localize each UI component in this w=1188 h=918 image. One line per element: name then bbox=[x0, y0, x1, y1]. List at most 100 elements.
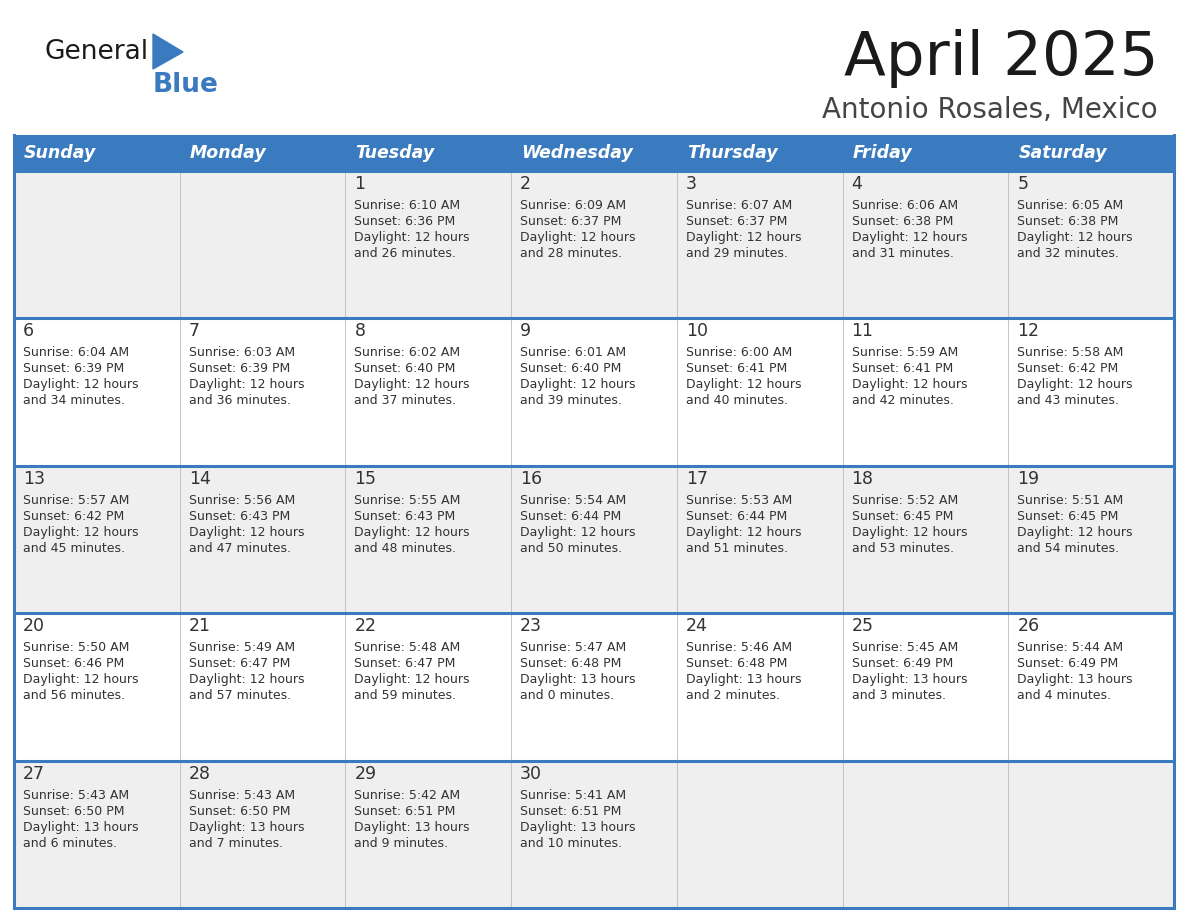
Text: and 54 minutes.: and 54 minutes. bbox=[1017, 542, 1119, 554]
Text: and 0 minutes.: and 0 minutes. bbox=[520, 689, 614, 702]
Text: and 4 minutes.: and 4 minutes. bbox=[1017, 689, 1111, 702]
Text: Sunset: 6:50 PM: Sunset: 6:50 PM bbox=[23, 804, 125, 818]
Text: Sunrise: 5:44 AM: Sunrise: 5:44 AM bbox=[1017, 641, 1124, 655]
Text: Sunrise: 6:06 AM: Sunrise: 6:06 AM bbox=[852, 199, 958, 212]
Text: 19: 19 bbox=[1017, 470, 1040, 487]
Text: Saturday: Saturday bbox=[1018, 144, 1107, 162]
Text: and 3 minutes.: and 3 minutes. bbox=[852, 689, 946, 702]
Text: Sunset: 6:44 PM: Sunset: 6:44 PM bbox=[685, 509, 788, 522]
Text: 2: 2 bbox=[520, 175, 531, 193]
Text: and 57 minutes.: and 57 minutes. bbox=[189, 689, 291, 702]
Text: and 56 minutes.: and 56 minutes. bbox=[23, 689, 125, 702]
Text: 14: 14 bbox=[189, 470, 210, 487]
Text: Daylight: 12 hours: Daylight: 12 hours bbox=[685, 526, 802, 539]
Text: Daylight: 12 hours: Daylight: 12 hours bbox=[1017, 231, 1133, 244]
Text: 20: 20 bbox=[23, 617, 45, 635]
Text: Daylight: 13 hours: Daylight: 13 hours bbox=[189, 821, 304, 834]
Text: Daylight: 13 hours: Daylight: 13 hours bbox=[1017, 673, 1133, 686]
Text: Sunrise: 6:01 AM: Sunrise: 6:01 AM bbox=[520, 346, 626, 360]
Bar bbox=[14, 761, 1174, 908]
Text: 29: 29 bbox=[354, 765, 377, 783]
Text: Sunset: 6:40 PM: Sunset: 6:40 PM bbox=[520, 363, 621, 375]
Text: Sunrise: 6:09 AM: Sunrise: 6:09 AM bbox=[520, 199, 626, 212]
Text: and 51 minutes.: and 51 minutes. bbox=[685, 542, 788, 554]
Text: and 6 minutes.: and 6 minutes. bbox=[23, 836, 116, 849]
Text: and 53 minutes.: and 53 minutes. bbox=[852, 542, 954, 554]
Text: and 48 minutes.: and 48 minutes. bbox=[354, 542, 456, 554]
Text: Sunset: 6:40 PM: Sunset: 6:40 PM bbox=[354, 363, 456, 375]
Text: Daylight: 13 hours: Daylight: 13 hours bbox=[23, 821, 139, 834]
Text: Daylight: 12 hours: Daylight: 12 hours bbox=[685, 378, 802, 391]
Text: Sunrise: 6:00 AM: Sunrise: 6:00 AM bbox=[685, 346, 792, 360]
Text: Sunset: 6:38 PM: Sunset: 6:38 PM bbox=[852, 215, 953, 228]
Text: Daylight: 12 hours: Daylight: 12 hours bbox=[354, 231, 470, 244]
Text: Daylight: 13 hours: Daylight: 13 hours bbox=[685, 673, 802, 686]
Text: Thursday: Thursday bbox=[687, 144, 778, 162]
Text: and 9 minutes.: and 9 minutes. bbox=[354, 836, 448, 849]
Text: Sunrise: 5:56 AM: Sunrise: 5:56 AM bbox=[189, 494, 295, 507]
Text: Sunset: 6:45 PM: Sunset: 6:45 PM bbox=[1017, 509, 1119, 522]
Text: Sunset: 6:37 PM: Sunset: 6:37 PM bbox=[520, 215, 621, 228]
Text: Sunrise: 5:55 AM: Sunrise: 5:55 AM bbox=[354, 494, 461, 507]
Text: Sunset: 6:44 PM: Sunset: 6:44 PM bbox=[520, 509, 621, 522]
Text: Daylight: 12 hours: Daylight: 12 hours bbox=[520, 231, 636, 244]
Text: Sunset: 6:36 PM: Sunset: 6:36 PM bbox=[354, 215, 456, 228]
Text: 6: 6 bbox=[23, 322, 34, 341]
Text: 15: 15 bbox=[354, 470, 377, 487]
Text: Daylight: 13 hours: Daylight: 13 hours bbox=[852, 673, 967, 686]
Text: 7: 7 bbox=[189, 322, 200, 341]
Text: and 40 minutes.: and 40 minutes. bbox=[685, 395, 788, 408]
Text: and 45 minutes.: and 45 minutes. bbox=[23, 542, 125, 554]
Text: Sunrise: 5:50 AM: Sunrise: 5:50 AM bbox=[23, 641, 129, 655]
Text: Sunrise: 5:51 AM: Sunrise: 5:51 AM bbox=[1017, 494, 1124, 507]
Text: Wednesday: Wednesday bbox=[522, 144, 633, 162]
Text: Daylight: 12 hours: Daylight: 12 hours bbox=[23, 526, 139, 539]
Text: and 7 minutes.: and 7 minutes. bbox=[189, 836, 283, 849]
Text: Daylight: 12 hours: Daylight: 12 hours bbox=[1017, 378, 1133, 391]
Text: 1: 1 bbox=[354, 175, 366, 193]
Text: 25: 25 bbox=[852, 617, 873, 635]
Text: 8: 8 bbox=[354, 322, 366, 341]
Text: Daylight: 12 hours: Daylight: 12 hours bbox=[685, 231, 802, 244]
Text: and 43 minutes.: and 43 minutes. bbox=[1017, 395, 1119, 408]
Text: Daylight: 12 hours: Daylight: 12 hours bbox=[852, 231, 967, 244]
Text: Sunset: 6:41 PM: Sunset: 6:41 PM bbox=[685, 363, 788, 375]
Text: Daylight: 13 hours: Daylight: 13 hours bbox=[520, 673, 636, 686]
Text: and 32 minutes.: and 32 minutes. bbox=[1017, 247, 1119, 260]
Text: Sunrise: 5:46 AM: Sunrise: 5:46 AM bbox=[685, 641, 792, 655]
Text: General: General bbox=[45, 39, 150, 65]
Text: Sunset: 6:39 PM: Sunset: 6:39 PM bbox=[23, 363, 125, 375]
Text: Daylight: 12 hours: Daylight: 12 hours bbox=[354, 378, 470, 391]
Text: Sunrise: 5:59 AM: Sunrise: 5:59 AM bbox=[852, 346, 958, 360]
Text: and 59 minutes.: and 59 minutes. bbox=[354, 689, 456, 702]
Text: 10: 10 bbox=[685, 322, 708, 341]
Text: Sunrise: 5:43 AM: Sunrise: 5:43 AM bbox=[23, 789, 129, 801]
Text: Sunset: 6:50 PM: Sunset: 6:50 PM bbox=[189, 804, 290, 818]
Text: Daylight: 12 hours: Daylight: 12 hours bbox=[23, 378, 139, 391]
Text: Daylight: 13 hours: Daylight: 13 hours bbox=[520, 821, 636, 834]
Text: and 36 minutes.: and 36 minutes. bbox=[189, 395, 291, 408]
Text: Sunrise: 6:04 AM: Sunrise: 6:04 AM bbox=[23, 346, 129, 360]
Text: and 47 minutes.: and 47 minutes. bbox=[189, 542, 291, 554]
Bar bbox=[14, 135, 1174, 171]
Text: Sunset: 6:38 PM: Sunset: 6:38 PM bbox=[1017, 215, 1119, 228]
Text: 9: 9 bbox=[520, 322, 531, 341]
Text: Sunrise: 5:53 AM: Sunrise: 5:53 AM bbox=[685, 494, 792, 507]
Text: 4: 4 bbox=[852, 175, 862, 193]
Text: 16: 16 bbox=[520, 470, 542, 487]
Text: Sunrise: 5:49 AM: Sunrise: 5:49 AM bbox=[189, 641, 295, 655]
Text: Daylight: 12 hours: Daylight: 12 hours bbox=[354, 673, 470, 686]
Text: and 29 minutes.: and 29 minutes. bbox=[685, 247, 788, 260]
Text: 27: 27 bbox=[23, 765, 45, 783]
Text: Tuesday: Tuesday bbox=[355, 144, 435, 162]
Text: Sunrise: 6:07 AM: Sunrise: 6:07 AM bbox=[685, 199, 792, 212]
Text: Sunset: 6:47 PM: Sunset: 6:47 PM bbox=[354, 657, 456, 670]
Text: 21: 21 bbox=[189, 617, 210, 635]
Text: Daylight: 12 hours: Daylight: 12 hours bbox=[852, 378, 967, 391]
Text: Sunrise: 5:57 AM: Sunrise: 5:57 AM bbox=[23, 494, 129, 507]
Text: Sunset: 6:39 PM: Sunset: 6:39 PM bbox=[189, 363, 290, 375]
Text: Sunset: 6:42 PM: Sunset: 6:42 PM bbox=[23, 509, 125, 522]
Text: 17: 17 bbox=[685, 470, 708, 487]
Text: Sunrise: 5:42 AM: Sunrise: 5:42 AM bbox=[354, 789, 461, 801]
Text: Daylight: 12 hours: Daylight: 12 hours bbox=[520, 378, 636, 391]
